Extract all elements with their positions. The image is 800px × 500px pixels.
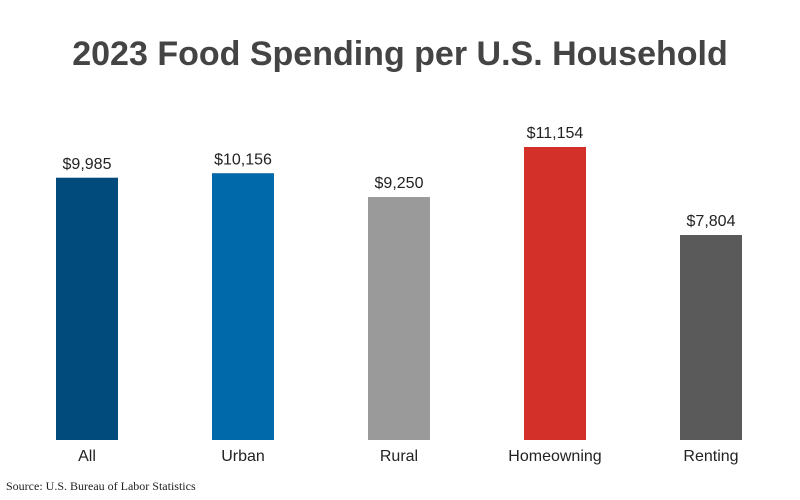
bar — [680, 234, 742, 440]
x-tick-label: Homeowning — [508, 448, 601, 465]
x-tick-label: All — [78, 448, 96, 465]
value-label: $10,156 — [214, 151, 272, 168]
x-tick-label: Renting — [683, 448, 738, 465]
bar — [524, 147, 586, 440]
value-label: $9,985 — [63, 156, 112, 173]
chart-title: 2023 Food Spending per U.S. Household — [72, 35, 728, 73]
bar — [56, 177, 118, 440]
x-tick-label: Rural — [380, 448, 418, 465]
value-label: $11,154 — [527, 125, 584, 142]
x-tick-label: Urban — [221, 448, 265, 465]
value-label: $7,804 — [687, 213, 736, 230]
source-note: Source: U.S. Bureau of Labor Statistics — [6, 479, 196, 493]
bar — [212, 173, 274, 440]
value-label: $9,250 — [375, 175, 424, 192]
bar — [368, 197, 430, 440]
